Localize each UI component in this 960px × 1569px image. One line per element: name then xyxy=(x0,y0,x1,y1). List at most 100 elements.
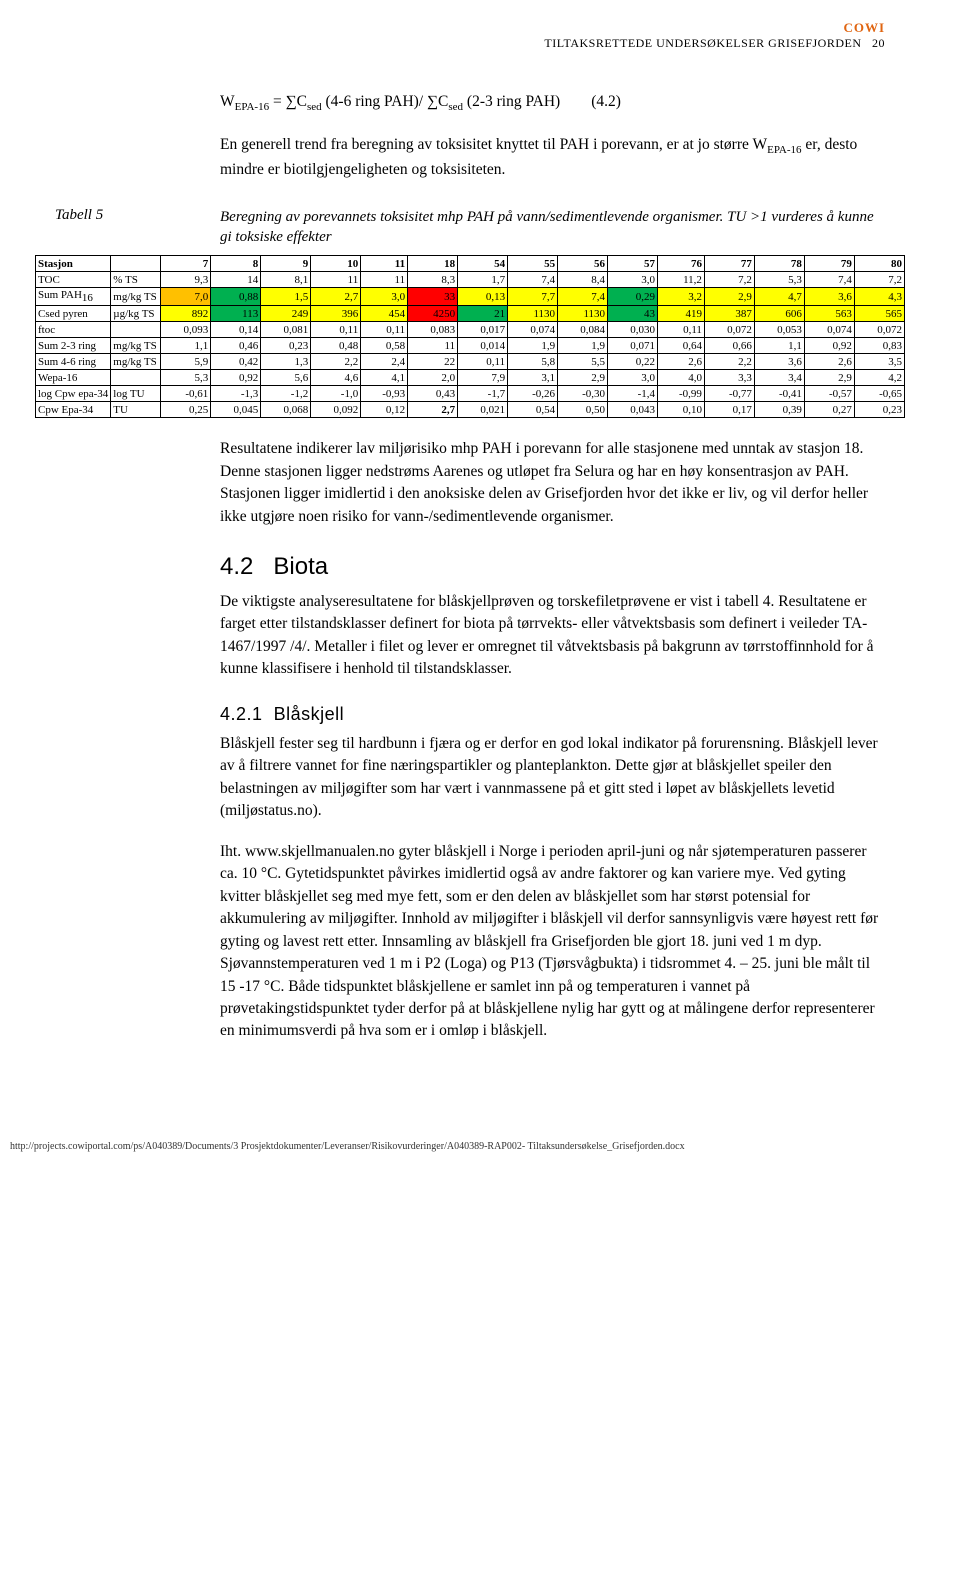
data-cell: 3,1 xyxy=(508,370,558,386)
data-cell: -1,2 xyxy=(261,386,311,402)
data-cell: 0,29 xyxy=(608,288,658,306)
data-cell: 0,014 xyxy=(458,338,508,354)
data-cell: 0,093 xyxy=(161,322,211,338)
data-cell: 5,8 xyxy=(508,354,558,370)
data-cell: -1,3 xyxy=(211,386,261,402)
table-row: log Cpw epa-34log TU-0,61-1,3-1,2-1,0-0,… xyxy=(36,386,905,402)
data-cell: 3,6 xyxy=(804,288,854,306)
data-cell: 606 xyxy=(754,306,804,322)
data-cell: 454 xyxy=(361,306,408,322)
data-cell: 0,068 xyxy=(261,402,311,418)
data-cell: 11 xyxy=(361,272,408,288)
footer-path: http://projects.cowiportal.com/ps/A04038… xyxy=(0,1141,960,1152)
data-cell: 0,43 xyxy=(408,386,458,402)
data-cell: 0,83 xyxy=(854,338,904,354)
data-cell: 9,3 xyxy=(161,272,211,288)
data-cell: 3,0 xyxy=(608,370,658,386)
data-cell: 7,2 xyxy=(704,272,754,288)
data-cell: 2,6 xyxy=(658,354,705,370)
data-cell: 892 xyxy=(161,306,211,322)
data-cell: 396 xyxy=(311,306,361,322)
data-cell: 563 xyxy=(804,306,854,322)
data-cell: -0,30 xyxy=(558,386,608,402)
table-row: ftoc0,0930,140,0810,110,110,0830,0170,07… xyxy=(36,322,905,338)
table-header-cell: 54 xyxy=(458,256,508,272)
table-header-cell xyxy=(111,256,161,272)
data-cell: 1130 xyxy=(558,306,608,322)
data-cell: -1,7 xyxy=(458,386,508,402)
table-header-cell: 9 xyxy=(261,256,311,272)
data-cell: 7,4 xyxy=(804,272,854,288)
row-unit: TU xyxy=(111,402,161,418)
data-cell: 0,021 xyxy=(458,402,508,418)
data-cell: -1,0 xyxy=(311,386,361,402)
data-cell: -0,41 xyxy=(754,386,804,402)
data-cell: 1,3 xyxy=(261,354,311,370)
data-cell: 0,46 xyxy=(211,338,261,354)
row-unit xyxy=(111,322,161,338)
data-cell: 0,10 xyxy=(658,402,705,418)
table-header-cell: 18 xyxy=(408,256,458,272)
row-label: ftoc xyxy=(36,322,111,338)
row-unit: mg/kg TS xyxy=(111,354,161,370)
data-cell: 387 xyxy=(704,306,754,322)
data-cell: 1,5 xyxy=(261,288,311,306)
data-cell: 5,9 xyxy=(161,354,211,370)
data-cell: 0,11 xyxy=(658,322,705,338)
table-row: Sum 4-6 ringmg/kg TS5,90,421,32,22,4220,… xyxy=(36,354,905,370)
row-unit xyxy=(111,370,161,386)
table-row: Cpw Epa-34TU0,250,0450,0680,0920,122,70,… xyxy=(36,402,905,418)
table-header-cell: 55 xyxy=(508,256,558,272)
data-cell: 1130 xyxy=(508,306,558,322)
equation-4-2: WEPA-16 = ∑Csed (4-6 ring PAH)/ ∑Csed (2… xyxy=(220,91,885,116)
data-cell: 0,88 xyxy=(211,288,261,306)
para-after-table: Resultatene indikerer lav miljørisiko mh… xyxy=(220,438,885,528)
row-unit: % TS xyxy=(111,272,161,288)
data-cell: -0,99 xyxy=(658,386,705,402)
data-cell: 2,6 xyxy=(804,354,854,370)
data-cell: 8,1 xyxy=(261,272,311,288)
data-cell: 0,23 xyxy=(261,338,311,354)
data-cell: 0,030 xyxy=(608,322,658,338)
data-cell: 7,4 xyxy=(508,272,558,288)
data-cell: 0,42 xyxy=(211,354,261,370)
data-cell: 0,48 xyxy=(311,338,361,354)
data-cell: 33 xyxy=(408,288,458,306)
data-cell: 0,92 xyxy=(211,370,261,386)
table-header-cell: 7 xyxy=(161,256,211,272)
table-row: Csed pyrenµg/kg TS8921132493964544250211… xyxy=(36,306,905,322)
data-cell: 7,2 xyxy=(854,272,904,288)
row-label: Wepa-16 xyxy=(36,370,111,386)
data-cell: 4,7 xyxy=(754,288,804,306)
data-cell: 5,3 xyxy=(161,370,211,386)
table-header-cell: 80 xyxy=(854,256,904,272)
data-cell: 4,1 xyxy=(361,370,408,386)
data-cell: 0,92 xyxy=(804,338,854,354)
data-cell: 0,27 xyxy=(804,402,854,418)
data-cell: 0,11 xyxy=(361,322,408,338)
data-cell: 0,54 xyxy=(508,402,558,418)
table-row: Sum 2-3 ringmg/kg TS1,10,460,230,480,581… xyxy=(36,338,905,354)
table-row: TOC% TS9,3148,111118,31,77,48,43,011,27,… xyxy=(36,272,905,288)
data-cell: 0,17 xyxy=(704,402,754,418)
data-cell: 0,12 xyxy=(361,402,408,418)
data-cell: 113 xyxy=(211,306,261,322)
data-cell: 0,25 xyxy=(161,402,211,418)
data-cell: 3,2 xyxy=(658,288,705,306)
data-cell: 0,092 xyxy=(311,402,361,418)
data-cell: -0,61 xyxy=(161,386,211,402)
data-cell: 3,0 xyxy=(608,272,658,288)
data-cell: 3,4 xyxy=(754,370,804,386)
data-cell: 2,0 xyxy=(408,370,458,386)
table-header-cell: 79 xyxy=(804,256,854,272)
section-4-2-1-title: 4.2.1 Blåskjell xyxy=(220,701,885,727)
table-header-cell: 11 xyxy=(361,256,408,272)
row-label: Cpw Epa-34 xyxy=(36,402,111,418)
data-cell: 1,9 xyxy=(508,338,558,354)
data-cell: 0,074 xyxy=(804,322,854,338)
data-cell: 565 xyxy=(854,306,904,322)
data-cell: 7,4 xyxy=(558,288,608,306)
data-cell: 249 xyxy=(261,306,311,322)
data-cell: -0,65 xyxy=(854,386,904,402)
data-cell: 11 xyxy=(408,338,458,354)
